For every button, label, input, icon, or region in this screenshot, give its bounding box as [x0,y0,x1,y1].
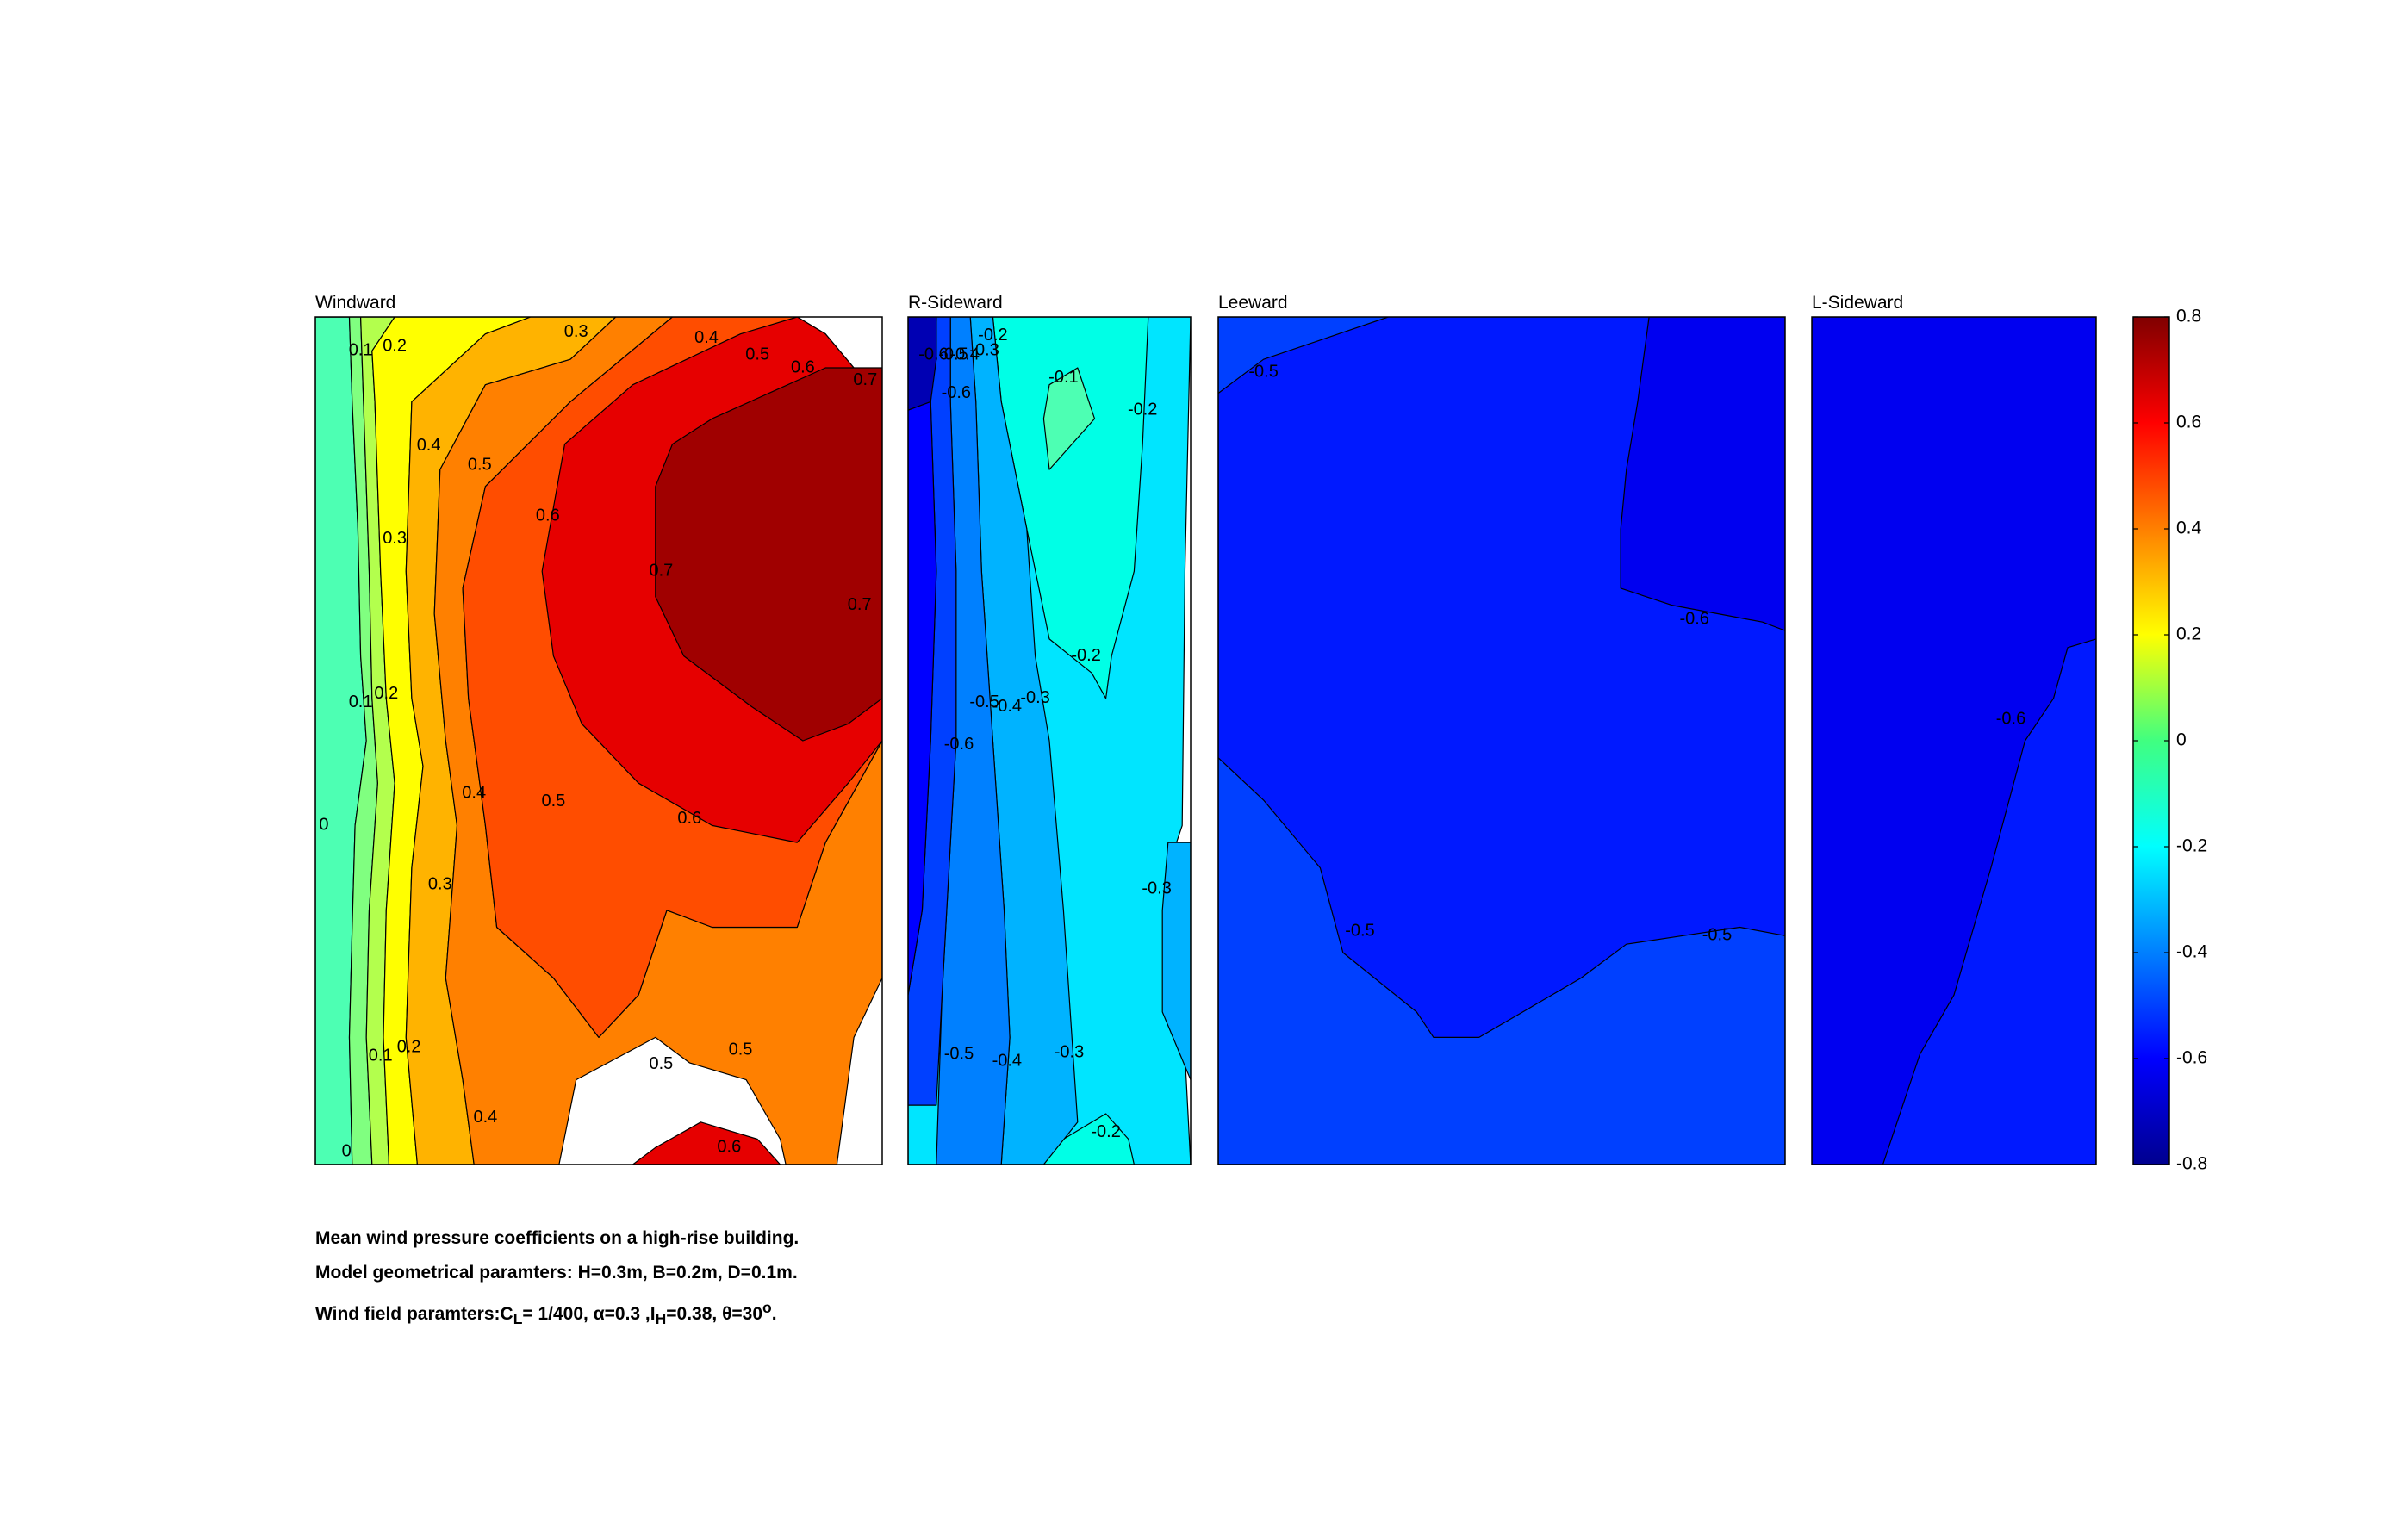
contour-band-r-sideward-2 [1042,367,1096,470]
contour-label-windward-0: 0.1 [349,341,373,360]
panel-frame-windward [314,316,883,1165]
colorbar-scale [2132,316,2170,1165]
contour-label-r-sideward-4: -0.6 [918,345,948,364]
panel-frame-r-sideward [907,316,1192,1165]
colorbar-tick-label-0: 0.8 [2176,307,2201,326]
contour-label-windward-13: 0.1 [349,693,373,711]
contour-label-windward-18: 0 [319,816,328,835]
contour-label-r-sideward-14: -0.5 [944,1044,974,1063]
contour-label-leeward-1: -0.6 [1679,610,1708,629]
caption-line-1: Mean wind pressure coefficients on a hig… [315,1228,800,1248]
contour-label-windward-9: 0.6 [536,506,560,525]
contour-label-leeward-3: -0.5 [1702,926,1732,945]
contour-label-windward-4: 0.5 [745,345,769,364]
contour-label-r-sideward-13: -0.3 [1142,879,1171,898]
panel-title-windward: Windward [315,293,395,313]
contour-label-windward-24: 0.4 [473,1108,497,1127]
contour-label-r-sideward-3: -0.5 [938,345,968,364]
contour-band-l-sideward-1 [1812,317,2096,1165]
contour-label-windward-17: 0.6 [677,809,701,828]
contour-label-r-sideward-10: -0.4 [992,697,1022,716]
panel-title-r-sideward: R-Sideward [908,293,1003,313]
contour-label-r-sideward-17: -0.2 [1091,1122,1120,1141]
panel-r-sideward: R-Sideward-0.2-0.3-0.4-0.5-0.6-0.6-0.1-0… [907,293,1192,1165]
colorbar-tick-label-4: 0 [2176,730,2187,750]
contour-label-windward-19: 0.3 [428,875,452,894]
contour-label-windward-21: 0.2 [397,1037,421,1056]
contour-label-windward-16: 0.5 [541,792,565,811]
contour-label-windward-15: 0.4 [462,783,486,802]
contour-band-windward-9 [632,1121,781,1165]
colorbar-tick-label-6: -0.4 [2176,942,2208,962]
contour-band-leeward-2 [1620,317,1785,631]
colorbar: 0.8 0.6 0.4 0.2 0 -0.2 -0.4 -0.6 -0.8 [2132,307,2208,1174]
contour-label-r-sideward-6: -0.1 [1048,368,1078,387]
contour-label-windward-3: 0.4 [694,328,719,347]
contour-label-windward-10: 0.3 [383,529,407,548]
contour-label-windward-14: 0.2 [374,684,398,703]
contour-label-r-sideward-5: -0.6 [942,383,971,402]
contour-label-windward-1: 0.2 [383,337,407,356]
contour-label-r-sideward-9: -0.5 [969,693,999,711]
contour-label-r-sideward-11: -0.3 [1020,688,1049,707]
contour-label-leeward-0: -0.5 [1248,362,1278,381]
contour-band-r-sideward-9 [908,317,937,411]
colorbar-tick-label-2: 0.4 [2176,519,2202,538]
contour-label-windward-2: 0.3 [564,322,588,341]
colorbar-tick-label-8: -0.8 [2176,1154,2207,1174]
panel-title-l-sideward: L-Sideward [1812,293,1903,313]
contour-label-windward-11: 0.7 [649,561,673,580]
contour-label-r-sideward-12: -0.6 [944,735,974,754]
contour-band-windward-8 [655,367,882,742]
contour-label-windward-7: 0.4 [417,436,441,455]
contour-label-windward-12: 0.7 [848,595,872,614]
contour-label-r-sideward-2: -0.4 [949,345,979,364]
caption-line-3: Wind field paramters:CL= 1/400, α=0.3 ,I… [315,1299,777,1328]
colorbar-tick-label-5: -0.2 [2176,836,2207,856]
contour-band-r-sideward-4 [1161,842,1191,1081]
contour-label-r-sideward-7: -0.2 [1128,400,1157,419]
panel-l-sideward: L-Sideward -0.6 [1811,293,2097,1165]
contour-label-r-sideward-0: -0.2 [978,326,1007,345]
contour-label-r-sideward-15: -0.4 [992,1051,1022,1070]
contour-label-leeward-2: -0.5 [1345,922,1374,941]
panel-frame-leeward [1217,316,1786,1165]
contour-label-windward-8: 0.5 [468,455,492,474]
colorbar-tick-label-1: 0.6 [2176,413,2201,432]
contour-label-windward-26: 0.6 [717,1138,741,1157]
contour-label-r-sideward-1: -0.3 [969,341,999,360]
contour-label-windward-5: 0.6 [791,357,815,376]
contour-label-windward-25: 0 [342,1141,352,1160]
contour-label-windward-23: 0.5 [729,1040,753,1059]
contour-label-l-sideward-0: -0.6 [1996,710,2025,729]
colorbar-tick-label-3: 0.2 [2176,624,2201,644]
contour-label-windward-20: 0.1 [369,1046,393,1065]
contour-label-windward-6: 0.7 [853,370,877,389]
panel-leeward: Leeward -0.5 -0.6 -0.5 -0.5 [1217,293,1786,1165]
panel-title-leeward: Leeward [1218,293,1288,313]
contour-label-r-sideward-16: -0.3 [1055,1042,1084,1061]
caption-line-2: Model geometrical paramters: H=0.3m, B=0… [315,1263,798,1283]
contour-label-r-sideward-8: -0.2 [1071,646,1100,665]
figure-caption: Mean wind pressure coefficients on a hig… [315,1221,800,1328]
panel-frame-l-sideward [1811,316,2097,1165]
colorbar-tick-label-7: -0.6 [2176,1048,2207,1068]
contour-label-windward-22: 0.5 [649,1054,673,1073]
